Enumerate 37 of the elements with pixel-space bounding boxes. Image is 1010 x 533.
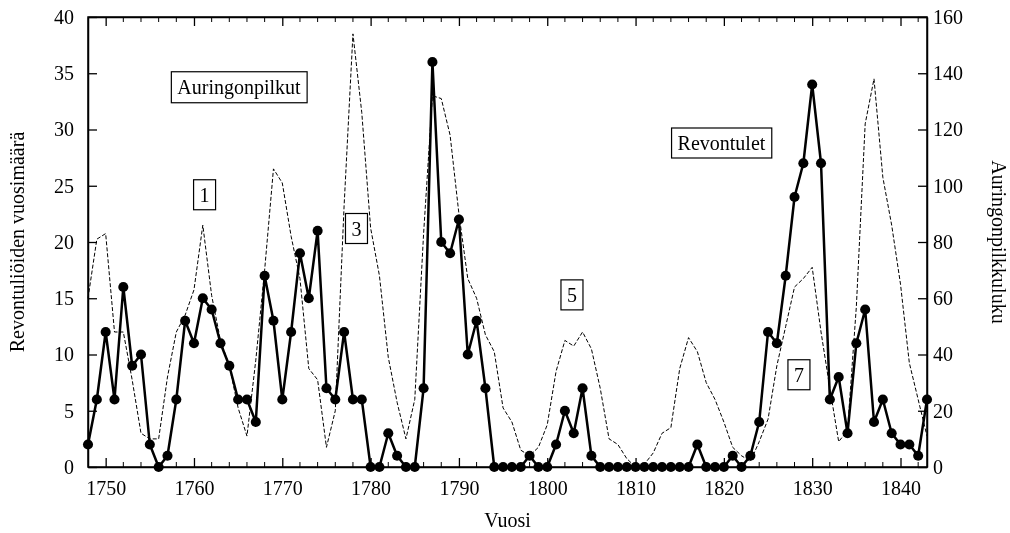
annotation: 5 [566, 283, 577, 306]
y-tick-label: 10 [54, 343, 74, 366]
y-axis-title: Revontuliöiden vuosimäärä [6, 131, 28, 353]
y2-tick-label: 80 [933, 230, 953, 253]
annotation: 3 [351, 217, 362, 240]
y2-tick-label: 100 [933, 174, 963, 197]
y-tick-label: 15 [54, 287, 74, 310]
annotation: 7 [793, 363, 804, 386]
y2-tick-label: 120 [933, 118, 963, 141]
y2-tick-label: 0 [933, 455, 943, 478]
y-tick-label: 30 [54, 118, 74, 141]
y2-tick-label: 140 [933, 62, 963, 85]
y-tick-label: 20 [54, 230, 74, 253]
x-axis-title: Vuosi [484, 509, 532, 531]
x-tick-label: 1750 [86, 477, 127, 500]
x-tick-label: 1840 [881, 477, 922, 500]
x-tick-label: 1810 [616, 477, 657, 500]
x-tick-label: 1780 [351, 477, 392, 500]
x-tick-label: 1770 [262, 477, 303, 500]
text: Auringonpilkut [177, 75, 302, 99]
x-tick-label: 1800 [527, 477, 568, 500]
y-tick-label: 0 [64, 455, 74, 478]
y-tick-label: 40 [54, 5, 74, 28]
x-tick-label: 1790 [439, 477, 480, 500]
annotation: 1 [199, 183, 210, 206]
x-tick-label: 1760 [174, 477, 215, 500]
y2-axis-title: Auringonpilkkuluku [987, 160, 1010, 324]
y2-tick-label: 60 [933, 287, 953, 310]
y-tick-label: 5 [64, 399, 74, 422]
y-tick-label: 25 [54, 174, 74, 197]
y2-tick-label: 160 [933, 5, 963, 28]
x-tick-label: 1820 [704, 477, 745, 500]
y2-tick-label: 40 [933, 343, 953, 366]
y-tick-label: 35 [54, 62, 74, 85]
series-label: Revontulet [677, 132, 766, 154]
x-tick-label: 1830 [792, 477, 833, 500]
y2-tick-label: 20 [933, 399, 953, 422]
